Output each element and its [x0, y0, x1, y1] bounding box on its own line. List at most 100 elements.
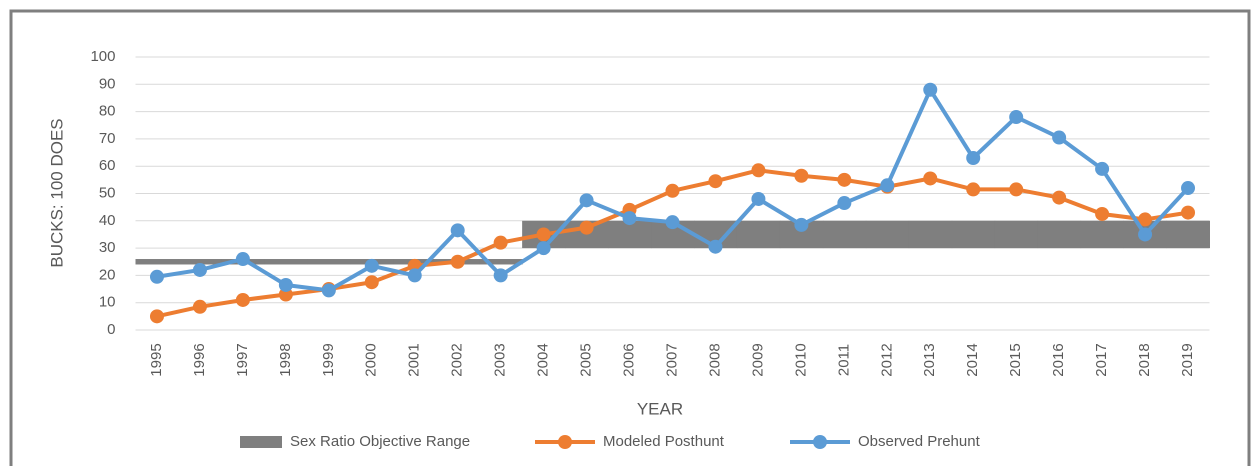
objective-band	[1080, 220, 1125, 249]
data-point	[751, 191, 766, 206]
objective-band	[1166, 220, 1210, 249]
data-point	[1052, 130, 1067, 145]
x-tick-label: 2008	[706, 343, 723, 376]
y-tick-label: 70	[99, 130, 116, 147]
x-tick-label: 2014	[964, 343, 981, 376]
objective-band	[135, 259, 179, 265]
x-tick-label: 1996	[191, 343, 208, 376]
x-tick-label: 2009	[749, 343, 766, 376]
data-point	[665, 183, 680, 198]
x-tick-label: 2019	[1179, 343, 1196, 376]
objective-band	[1037, 220, 1082, 249]
x-tick-label: 1998	[277, 343, 294, 376]
y-tick-label: 60	[99, 157, 116, 174]
objective-band	[264, 259, 308, 265]
y-tick-label: 50	[99, 184, 116, 201]
legend-label: Modeled Posthunt	[603, 433, 725, 450]
legend-marker	[558, 435, 572, 449]
data-point	[450, 223, 465, 238]
data-point	[493, 268, 508, 283]
data-point	[1009, 182, 1024, 197]
chart-frame	[9, 9, 1251, 466]
data-point	[493, 235, 508, 250]
x-tick-label: 2007	[663, 343, 680, 376]
x-tick-label: 2004	[535, 343, 552, 376]
data-point	[751, 163, 766, 178]
data-point	[708, 239, 723, 254]
legend-swatch	[240, 436, 282, 448]
objective-band	[736, 220, 781, 249]
objective-band	[307, 259, 351, 265]
y-tick-label: 80	[99, 103, 116, 120]
y-tick-label: 40	[99, 212, 116, 229]
objective-band	[822, 220, 867, 249]
x-tick-label: 1997	[234, 343, 251, 376]
x-tick-label: 2002	[449, 343, 466, 376]
data-point	[1052, 190, 1067, 205]
data-point	[1095, 206, 1110, 221]
data-point	[837, 172, 852, 187]
y-tick-label: 100	[90, 48, 115, 65]
objective-band	[908, 220, 953, 249]
x-tick-label: 2012	[878, 343, 895, 376]
objective-band	[865, 220, 910, 249]
data-point	[794, 168, 809, 183]
data-point	[536, 227, 551, 242]
x-tick-label: 2017	[1093, 343, 1110, 376]
objective-band	[479, 259, 523, 265]
x-tick-label: 2010	[792, 343, 809, 376]
data-point	[192, 262, 207, 277]
x-tick-label: 2018	[1136, 343, 1153, 376]
data-point	[235, 252, 250, 267]
data-point	[579, 220, 594, 235]
data-point	[923, 171, 938, 186]
x-tick-label: 2006	[621, 343, 638, 376]
x-tick-label: 2005	[578, 343, 595, 376]
data-point	[149, 269, 164, 284]
data-point	[708, 174, 723, 189]
x-tick-label: 2015	[1007, 343, 1024, 376]
y-tick-label: 90	[99, 75, 116, 92]
data-point	[235, 292, 250, 307]
x-axis-title: YEAR	[637, 399, 683, 418]
x-tick-label: 2011	[835, 344, 852, 376]
objective-band	[951, 220, 996, 249]
data-point	[794, 217, 809, 232]
x-tick-label: 2001	[406, 343, 423, 376]
x-tick-label: 2016	[1050, 343, 1067, 376]
objective-band	[994, 220, 1039, 249]
y-tick-label: 10	[99, 294, 116, 311]
data-point	[579, 193, 594, 208]
x-tick-label: 1995	[148, 343, 165, 376]
legend-label: Observed Prehunt	[858, 433, 981, 450]
data-point	[364, 258, 379, 273]
objective-band	[178, 259, 222, 265]
y-tick-label: 0	[107, 321, 115, 338]
x-tick-label: 2013	[921, 343, 938, 376]
data-point	[536, 241, 551, 256]
x-tick-label: 2000	[363, 343, 380, 376]
data-point	[321, 283, 336, 298]
data-point	[1181, 205, 1196, 220]
objective-band	[608, 220, 652, 249]
data-point	[622, 211, 637, 226]
y-tick-label: 20	[99, 266, 116, 283]
data-point	[1095, 161, 1110, 176]
data-point	[1138, 212, 1153, 227]
data-point	[880, 178, 895, 193]
data-point	[1009, 110, 1024, 125]
data-point	[364, 275, 379, 290]
y-axis-title: BUCKS: 100 DOES	[47, 118, 66, 267]
legend-marker	[813, 435, 827, 449]
data-point	[450, 254, 465, 269]
data-point	[192, 299, 207, 314]
data-point	[278, 277, 293, 292]
data-point	[837, 196, 852, 211]
data-point	[1181, 181, 1196, 196]
data-point	[149, 309, 164, 324]
data-point	[1138, 227, 1153, 242]
data-point	[966, 151, 981, 166]
y-tick-label: 30	[99, 239, 116, 256]
x-tick-label: 1999	[320, 343, 337, 376]
